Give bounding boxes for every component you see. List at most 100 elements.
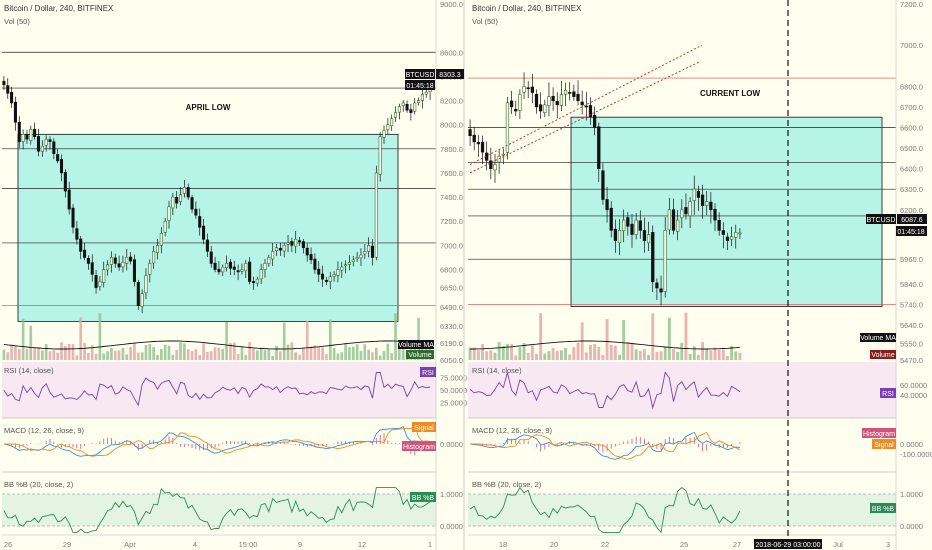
candle-body[interactable] — [2, 80, 6, 86]
candle-body[interactable] — [630, 223, 634, 235]
candle-body[interactable] — [634, 219, 638, 235]
candle-body[interactable] — [713, 208, 717, 221]
candle-body[interactable] — [576, 93, 580, 102]
candle-body[interactable] — [251, 281, 256, 284]
right-indicator-panes[interactable]: 18 20 22 25 27 Jul 3 — [468, 0, 896, 549]
candle-body[interactable] — [98, 281, 102, 287]
candle-body[interactable] — [202, 225, 206, 240]
candle-body[interactable] — [390, 118, 394, 126]
candle-body[interactable] — [572, 91, 576, 97]
candle-body[interactable] — [729, 236, 734, 240]
candle-body[interactable] — [622, 219, 626, 232]
candle-body[interactable] — [159, 232, 163, 246]
candle-body[interactable] — [655, 282, 659, 289]
candle-body[interactable] — [225, 263, 229, 269]
candle-body[interactable] — [551, 95, 555, 102]
candle-body[interactable] — [424, 91, 428, 95]
candle-body[interactable] — [638, 220, 642, 231]
candle-body[interactable] — [489, 160, 493, 169]
left-price-axis[interactable]: 9000.08600.08400.08200.08000.07800.07600… — [435, 0, 467, 550]
candle-body[interactable] — [374, 172, 378, 258]
candle-body[interactable] — [671, 209, 676, 231]
candle-body[interactable] — [167, 206, 171, 221]
candle-body[interactable] — [413, 102, 417, 112]
candle-body[interactable] — [313, 258, 317, 270]
candle-body[interactable] — [244, 263, 248, 272]
candle-body[interactable] — [420, 94, 424, 101]
candle-body[interactable] — [190, 197, 194, 210]
candle-body[interactable] — [547, 96, 551, 106]
candle-body[interactable] — [259, 269, 263, 280]
candle-body[interactable] — [121, 261, 125, 268]
candle-body[interactable] — [63, 172, 67, 192]
candle-body[interactable] — [6, 85, 10, 94]
candle-body[interactable] — [213, 262, 217, 270]
candle-body[interactable] — [33, 128, 37, 138]
candle-body[interactable] — [171, 196, 175, 209]
candle-body[interactable] — [40, 146, 44, 152]
candle-body[interactable] — [125, 257, 129, 264]
candle-body[interactable] — [676, 219, 680, 232]
candle-body[interactable] — [359, 254, 363, 259]
candle-body[interactable] — [240, 269, 244, 272]
candle-body[interactable] — [248, 261, 252, 282]
candle-body[interactable] — [709, 201, 713, 211]
candle-body[interactable] — [113, 257, 117, 264]
candle-body[interactable] — [734, 232, 738, 238]
right-price-pane[interactable] — [468, 44, 896, 360]
candle-body[interactable] — [209, 251, 213, 264]
candle-body[interactable] — [539, 104, 543, 112]
candle-body[interactable] — [617, 230, 622, 244]
candle-body[interactable] — [526, 87, 530, 90]
candle-body[interactable] — [480, 141, 485, 153]
candle-body[interactable] — [626, 217, 630, 227]
candle-body[interactable] — [409, 109, 413, 113]
candle-body[interactable] — [522, 86, 526, 93]
candle-body[interactable] — [651, 232, 655, 283]
candle-body[interactable] — [301, 241, 305, 249]
candle-body[interactable] — [236, 270, 240, 273]
candle-body[interactable] — [267, 257, 271, 264]
candle-body[interactable] — [109, 257, 113, 265]
candle-body[interactable] — [175, 196, 179, 204]
left-price-pane[interactable] — [2, 51, 436, 360]
candle-body[interactable] — [321, 273, 325, 280]
candle-body[interactable] — [59, 159, 64, 174]
candle-body[interactable] — [336, 269, 340, 276]
candle-body[interactable] — [305, 247, 309, 256]
candle-body[interactable] — [530, 86, 534, 93]
candle-body[interactable] — [584, 105, 588, 108]
candle-body[interactable] — [205, 239, 209, 252]
candle-body[interactable] — [67, 189, 71, 210]
candle-body[interactable] — [347, 261, 351, 265]
candle-body[interactable] — [117, 263, 121, 268]
candle-body[interactable] — [717, 220, 721, 231]
candle-body[interactable] — [294, 239, 298, 247]
candle-body[interactable] — [543, 104, 547, 113]
candle-body[interactable] — [725, 236, 730, 241]
candle-body[interactable] — [493, 164, 497, 171]
candle-body[interactable] — [152, 251, 156, 264]
candle-body[interactable] — [144, 275, 148, 294]
candle-body[interactable] — [129, 256, 133, 262]
candle-body[interactable] — [36, 136, 41, 152]
candle-body[interactable] — [609, 207, 613, 231]
candle-body[interactable] — [559, 94, 564, 106]
candle-body[interactable] — [29, 129, 33, 141]
candle-body[interactable] — [601, 170, 605, 200]
candle-body[interactable] — [178, 194, 183, 202]
candle-body[interactable] — [659, 288, 663, 293]
candle-body[interactable] — [534, 93, 539, 108]
candle-body[interactable] — [274, 247, 279, 251]
right-price-axis[interactable]: 7200.0 7000.0 6800.0 6700.0 6600.0 6500.0 6400… — [895, 0, 932, 550]
candle-body[interactable] — [56, 154, 60, 162]
candle-body[interactable] — [588, 105, 593, 118]
candle-body[interactable] — [309, 254, 313, 261]
candle-body[interactable] — [501, 153, 505, 156]
candle-body[interactable] — [721, 230, 725, 235]
candle-body[interactable] — [605, 199, 609, 211]
candle-body[interactable] — [278, 247, 282, 251]
candle-body[interactable] — [663, 230, 667, 292]
candle-body[interactable] — [688, 201, 692, 217]
